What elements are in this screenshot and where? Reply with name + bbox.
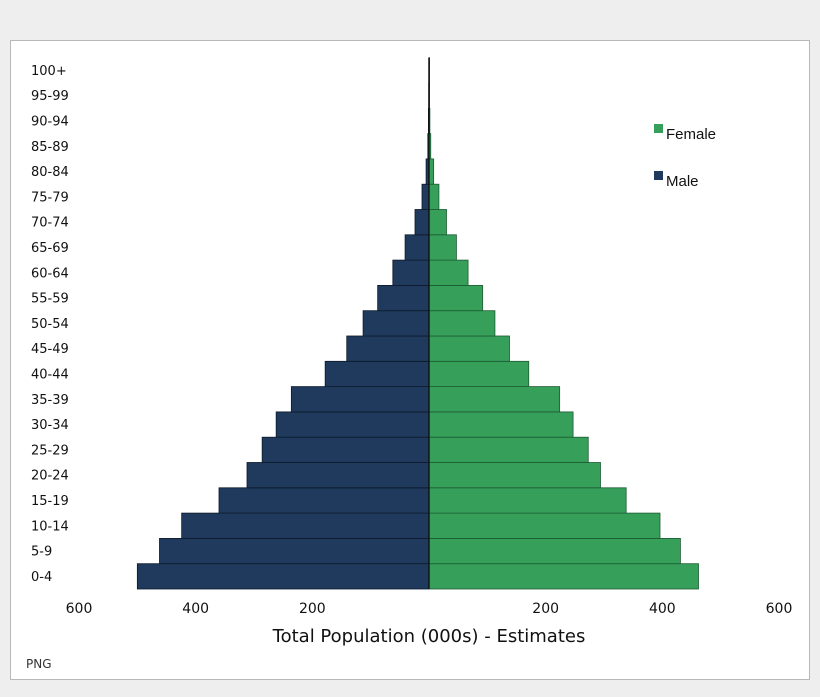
x-tick-label: 400: [649, 601, 676, 617]
bar-female-55-59: [428, 284, 484, 312]
age-label-60-64: 60-64: [31, 266, 69, 281]
age-label-55-59: 55-59: [31, 292, 69, 307]
x-tick-label: 200: [532, 601, 559, 617]
bar-male-20-24: [246, 462, 430, 489]
bar-female-40-44: [428, 360, 530, 387]
legend-swatch-female: [654, 124, 663, 133]
x-tick-label: 400: [182, 601, 209, 617]
bar-male-60-64: [392, 259, 430, 286]
age-label-15-19: 15-19: [31, 494, 69, 509]
bar-female-25-29: [428, 436, 589, 463]
x-axis-label: Total Population (000s) - Estimates: [272, 626, 586, 647]
x-tick-label: 200: [299, 601, 326, 617]
bar-male-75-79: [421, 183, 430, 210]
bars-group: [136, 57, 699, 590]
bar-male-55-59: [377, 284, 430, 312]
age-label-0-4: 0-4: [31, 570, 52, 585]
bar-female-75-79: [428, 183, 440, 210]
age-label-90-94: 90-94: [31, 114, 69, 129]
x-tick-label: 600: [766, 601, 793, 617]
x-tick-label: 600: [66, 601, 93, 617]
watermark-text: PNG: [26, 657, 52, 671]
age-label-75-79: 75-79: [31, 190, 69, 205]
age-label-35-39: 35-39: [31, 393, 69, 408]
bar-female-0-4: [428, 563, 699, 590]
age-label-5-9: 5-9: [31, 545, 52, 560]
bar-female-80-84: [428, 158, 435, 185]
bar-male-25-29: [261, 436, 430, 463]
age-label-40-44: 40-44: [31, 367, 69, 382]
bar-male-45-49: [346, 335, 430, 362]
bar-male-35-39: [290, 386, 430, 413]
age-label-80-84: 80-84: [31, 165, 69, 180]
bar-female-50-54: [428, 310, 496, 337]
bar-female-10-14: [428, 512, 661, 539]
bar-female-5-9: [428, 538, 681, 565]
age-label-10-14: 10-14: [31, 519, 69, 534]
age-label-95-99: 95-99: [31, 89, 69, 104]
bar-female-35-39: [428, 386, 561, 413]
x-tick-labels: 600 400 200 200 400 600: [66, 601, 793, 617]
bar-male-65-69: [404, 234, 430, 261]
age-label-45-49: 45-49: [31, 342, 69, 357]
bar-female-65-69: [428, 234, 457, 261]
bar-female-70-74: [428, 209, 447, 236]
bar-male-30-34: [275, 411, 430, 438]
age-label-65-69: 65-69: [31, 241, 69, 256]
age-label-50-54: 50-54: [31, 317, 69, 332]
bar-female-60-64: [428, 259, 469, 286]
bar-male-0-4: [136, 563, 430, 590]
age-label-85-89: 85-89: [31, 140, 69, 155]
age-label-70-74: 70-74: [31, 216, 69, 231]
bar-male-15-19: [218, 487, 430, 514]
bar-female-45-49: [428, 335, 510, 362]
bar-male-40-44: [324, 360, 430, 387]
age-label-20-24: 20-24: [31, 469, 69, 484]
legend: Female Male: [654, 124, 716, 190]
bar-male-5-9: [159, 538, 430, 565]
legend-label-female: Female: [666, 126, 716, 143]
age-group-labels: 0-4 5-9 10-14 15-19 20-24 25-29 30-34 35-39 40-4…: [31, 64, 69, 585]
legend-swatch-male: [654, 171, 663, 180]
age-label-30-34: 30-34: [31, 418, 69, 433]
bar-male-10-14: [181, 512, 430, 539]
bar-male-50-54: [362, 310, 430, 337]
bar-female-30-34: [428, 411, 574, 438]
bar-female-15-19: [428, 487, 627, 514]
bar-male-70-74: [414, 209, 430, 236]
legend-label-male: Male: [666, 173, 699, 190]
age-label-100+: 100+: [31, 64, 67, 79]
bar-female-20-24: [428, 462, 601, 489]
age-label-25-29: 25-29: [31, 443, 69, 458]
